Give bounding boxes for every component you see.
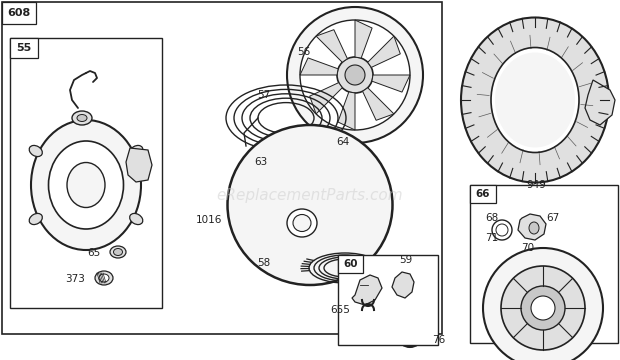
Circle shape: [531, 296, 555, 320]
Text: 70: 70: [521, 243, 534, 253]
Ellipse shape: [288, 159, 302, 167]
Ellipse shape: [283, 156, 307, 170]
Circle shape: [337, 57, 373, 93]
Ellipse shape: [316, 144, 328, 152]
Polygon shape: [352, 275, 382, 305]
Text: 71: 71: [485, 233, 498, 243]
Ellipse shape: [495, 53, 575, 148]
Ellipse shape: [288, 167, 302, 175]
Ellipse shape: [95, 271, 113, 285]
Ellipse shape: [48, 141, 123, 229]
Circle shape: [287, 7, 423, 143]
Text: 63: 63: [255, 157, 268, 167]
Polygon shape: [372, 75, 410, 92]
Ellipse shape: [228, 125, 392, 285]
Ellipse shape: [77, 114, 87, 122]
Ellipse shape: [31, 120, 141, 250]
Ellipse shape: [287, 209, 317, 237]
Ellipse shape: [283, 148, 307, 162]
Ellipse shape: [29, 213, 42, 225]
Ellipse shape: [293, 215, 311, 231]
FancyBboxPatch shape: [470, 185, 496, 203]
Polygon shape: [126, 148, 152, 182]
Ellipse shape: [283, 164, 307, 178]
Ellipse shape: [130, 145, 143, 157]
Text: 608: 608: [7, 8, 30, 18]
Circle shape: [483, 248, 603, 360]
Text: 64: 64: [336, 137, 349, 147]
Text: 373: 373: [65, 274, 85, 284]
Ellipse shape: [110, 246, 126, 258]
Text: 55: 55: [16, 43, 32, 53]
FancyBboxPatch shape: [338, 255, 438, 345]
Text: 76: 76: [432, 335, 445, 345]
Ellipse shape: [288, 151, 302, 159]
Circle shape: [501, 266, 585, 350]
Text: 68: 68: [485, 213, 498, 223]
Polygon shape: [355, 20, 372, 58]
Ellipse shape: [312, 141, 332, 155]
Polygon shape: [392, 272, 414, 298]
Text: 67: 67: [546, 213, 559, 223]
Polygon shape: [338, 92, 355, 130]
Ellipse shape: [99, 274, 109, 282]
FancyBboxPatch shape: [10, 38, 38, 58]
Polygon shape: [585, 80, 615, 125]
Ellipse shape: [130, 213, 143, 225]
Ellipse shape: [29, 145, 42, 157]
Polygon shape: [316, 30, 347, 62]
FancyBboxPatch shape: [470, 185, 618, 343]
Circle shape: [521, 286, 565, 330]
Ellipse shape: [288, 175, 302, 183]
Ellipse shape: [529, 222, 539, 234]
Text: 1016: 1016: [196, 215, 222, 225]
Polygon shape: [309, 82, 342, 114]
Ellipse shape: [283, 172, 307, 186]
Text: 66: 66: [476, 189, 490, 199]
Text: 65: 65: [87, 248, 100, 258]
FancyBboxPatch shape: [2, 2, 442, 334]
Text: 949: 949: [526, 180, 546, 190]
Text: 58: 58: [257, 258, 270, 268]
Polygon shape: [300, 58, 338, 75]
Polygon shape: [368, 36, 401, 67]
Text: 57: 57: [257, 90, 270, 100]
Ellipse shape: [461, 18, 609, 183]
Ellipse shape: [67, 162, 105, 207]
Text: 655: 655: [330, 305, 350, 315]
FancyBboxPatch shape: [2, 2, 36, 24]
Ellipse shape: [134, 154, 150, 176]
Polygon shape: [518, 214, 546, 240]
Text: 56: 56: [297, 47, 310, 57]
Text: 60: 60: [343, 259, 358, 269]
Text: eReplacementParts.com: eReplacementParts.com: [216, 188, 404, 202]
Circle shape: [300, 20, 410, 130]
Circle shape: [345, 65, 365, 85]
FancyBboxPatch shape: [10, 38, 162, 308]
Ellipse shape: [113, 248, 123, 256]
Text: 59: 59: [399, 255, 413, 265]
FancyBboxPatch shape: [338, 255, 363, 273]
Ellipse shape: [491, 48, 579, 153]
Ellipse shape: [72, 111, 92, 125]
Polygon shape: [363, 88, 394, 120]
